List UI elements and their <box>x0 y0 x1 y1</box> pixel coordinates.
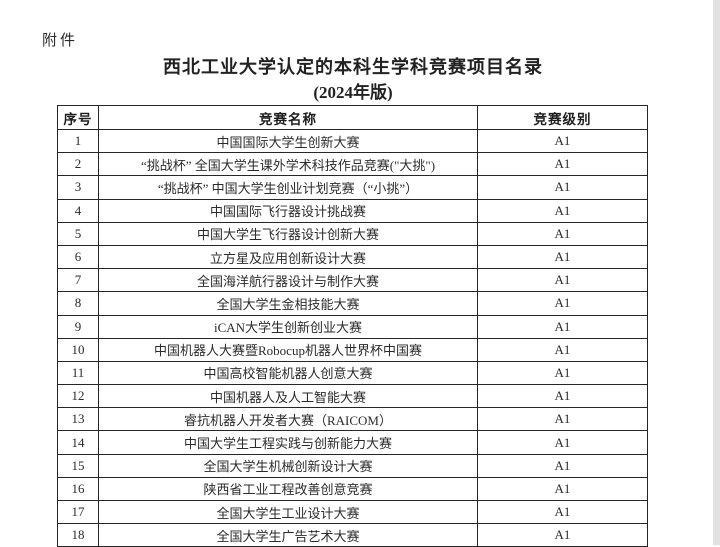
competition-name: 中国大学生飞行器设计创新大赛 <box>98 221 478 246</box>
row-number: 18 <box>57 523 99 547</box>
row-number: 9 <box>57 314 99 339</box>
table-row: 13 睿抗机器人开发者大赛（RAICOM） A1 <box>57 407 648 432</box>
competition-level: A1 <box>477 453 648 478</box>
table-row: 18 全国大学生广告艺术大赛 A1 <box>57 523 648 547</box>
competition-level: A1 <box>477 221 648 246</box>
row-number: 13 <box>57 407 99 432</box>
competition-level: A1 <box>477 499 648 525</box>
table-row: 11 中国高校智能机器人创意大赛 A1 <box>57 360 648 386</box>
row-number: 10 <box>57 337 99 362</box>
table-header-row: 序号 竞赛名称 竞赛级别 <box>57 105 648 130</box>
table-row: 3 “挑战杯” 中国大学生创业计划竞赛（“小挑”） A1 <box>57 175 648 200</box>
table-row: 7 全国海洋航行器设计与制作大赛 A1 <box>57 268 648 293</box>
row-number: 17 <box>57 499 99 525</box>
row-number: 14 <box>57 430 99 455</box>
competition-name: 中国大学生工程实践与创新能力大赛 <box>98 430 478 455</box>
row-number: 6 <box>57 244 99 270</box>
competition-level: A1 <box>477 175 648 200</box>
table-row: 10 中国机器人大赛暨Robocup机器人世界杯中国赛 A1 <box>57 337 648 362</box>
competition-name: 睿抗机器人开发者大赛（RAICOM） <box>98 407 478 432</box>
row-number: 4 <box>57 198 99 223</box>
table-row: 15 全国大学生机械创新设计大赛 A1 <box>57 453 648 478</box>
document-title: 西北工业大学认定的本科生学科竞赛项目名录 <box>163 57 543 77</box>
competition-level: A1 <box>477 430 648 455</box>
table-row: 14 中国大学生工程实践与创新能力大赛 A1 <box>57 430 648 455</box>
competition-level: A1 <box>477 268 648 293</box>
row-number: 1 <box>57 128 99 154</box>
competition-table: 序号 竞赛名称 竞赛级别 1 中国国际大学生创新大赛 A1 2 “挑战杯” 全国… <box>57 105 648 547</box>
row-number: 3 <box>57 175 99 200</box>
competition-name: 中国国际大学生创新大赛 <box>98 128 478 154</box>
competition-name: 全国海洋航行器设计与制作大赛 <box>98 268 478 293</box>
table-row: 12 中国机器人及人工智能大赛 A1 <box>57 384 648 409</box>
competition-name: 中国国际飞行器设计挑战赛 <box>98 198 478 223</box>
table-row: 17 全国大学生工业设计大赛 A1 <box>57 499 648 525</box>
table-row: 5 中国大学生飞行器设计创新大赛 A1 <box>57 221 648 246</box>
competition-name: iCAN大学生创新创业大赛 <box>98 314 478 339</box>
competition-level: A1 <box>477 384 648 409</box>
competition-level: A1 <box>477 476 648 502</box>
competition-name: 陕西省工业工程改善创意竞赛 <box>98 476 478 502</box>
page-edge <box>713 0 720 545</box>
competition-level: A1 <box>477 314 648 339</box>
row-number: 5 <box>57 221 99 246</box>
table-row: 4 中国国际飞行器设计挑战赛 A1 <box>57 198 648 223</box>
row-number: 11 <box>57 360 99 386</box>
competition-name: 全国大学生机械创新设计大赛 <box>98 453 478 478</box>
competition-level: A1 <box>477 337 648 362</box>
column-header-competition-name: 竞赛名称 <box>98 105 478 130</box>
competition-level: A1 <box>477 360 648 386</box>
competition-level: A1 <box>477 523 648 547</box>
document-subtitle: (2024年版) <box>313 83 393 102</box>
competition-name: 全国大学生工业设计大赛 <box>98 499 478 525</box>
competition-name: 中国高校智能机器人创意大赛 <box>98 360 478 386</box>
table-row: 16 陕西省工业工程改善创意竞赛 A1 <box>57 476 648 502</box>
competition-name: “挑战杯” 中国大学生创业计划竞赛（“小挑”） <box>98 175 478 200</box>
attachment-label: 附件 <box>42 33 79 49</box>
competition-name: 全国大学生金相技能大赛 <box>98 291 478 316</box>
row-number: 12 <box>57 384 99 409</box>
competition-level: A1 <box>477 152 648 177</box>
row-number: 7 <box>57 268 99 293</box>
table-row: 8 全国大学生金相技能大赛 A1 <box>57 291 648 316</box>
competition-level: A1 <box>477 244 648 270</box>
competition-name: “挑战杯” 全国大学生课外学术科技作品竞赛("大挑") <box>98 152 478 177</box>
competition-level: A1 <box>477 291 648 316</box>
competition-level: A1 <box>477 198 648 223</box>
competition-name: 全国大学生广告艺术大赛 <box>98 523 478 547</box>
column-header-competition-level: 竞赛级别 <box>477 105 648 130</box>
table-row: 2 “挑战杯” 全国大学生课外学术科技作品竞赛("大挑") A1 <box>57 152 648 177</box>
competition-name: 中国机器人大赛暨Robocup机器人世界杯中国赛 <box>98 337 478 362</box>
competition-name: 中国机器人及人工智能大赛 <box>98 384 478 409</box>
row-number: 15 <box>57 453 99 478</box>
competition-level: A1 <box>477 128 648 154</box>
table-row: 1 中国国际大学生创新大赛 A1 <box>57 128 648 154</box>
row-number: 16 <box>57 476 99 502</box>
competition-name: 立方星及应用创新设计大赛 <box>98 244 478 270</box>
table-row: 6 立方星及应用创新设计大赛 A1 <box>57 244 648 270</box>
competition-level: A1 <box>477 407 648 432</box>
table-row: 9 iCAN大学生创新创业大赛 A1 <box>57 314 648 339</box>
row-number: 2 <box>57 152 99 177</box>
row-number: 8 <box>57 291 99 316</box>
column-header-number: 序号 <box>57 105 99 130</box>
